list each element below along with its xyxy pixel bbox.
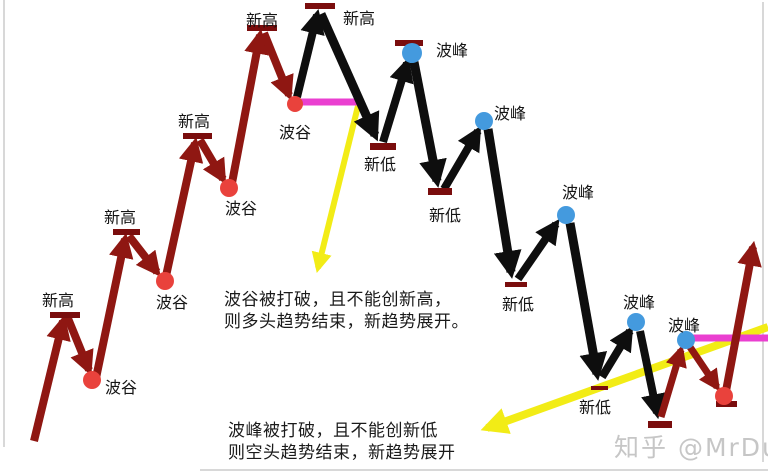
down-swing-arrow	[687, 345, 721, 392]
pivot-bar	[505, 282, 527, 287]
wave-label: 新低	[364, 155, 396, 174]
up-swing-arrow	[722, 240, 762, 392]
peak-dot	[677, 331, 695, 349]
pivot-bar	[370, 143, 396, 150]
up-swing-arrow	[440, 125, 482, 192]
wave-label: 新低	[579, 398, 611, 417]
annotation-peak-break: 波峰被打破，且不能创新低 则空头趋势结束，新趋势展开	[228, 420, 456, 464]
up-swing-arrow	[228, 28, 269, 184]
pivot-bar	[648, 421, 672, 428]
pivot-bar	[395, 40, 423, 46]
wave-label: 新低	[429, 206, 461, 225]
wave-label: 波峰	[436, 41, 468, 60]
down-swing-arrow	[63, 314, 94, 376]
pointer-arrow	[311, 105, 361, 273]
trough-dot	[156, 272, 174, 290]
up-swing-arrow	[657, 344, 687, 419]
wave-label: 波谷	[225, 199, 257, 218]
wave-label: 波峰	[494, 104, 526, 123]
wave-label: 新高	[246, 11, 278, 30]
wave-label: 波谷	[105, 378, 137, 397]
peak-dot	[402, 43, 422, 63]
pivot-bar	[247, 25, 277, 31]
down-swing-arrow	[196, 137, 227, 185]
pivot-bar	[50, 312, 80, 318]
pivot-bar	[428, 188, 452, 195]
up-swing-arrow	[30, 314, 71, 442]
up-swing-arrow	[162, 136, 204, 277]
down-swing-arrow	[483, 128, 522, 279]
wave-label: 波峰	[668, 316, 700, 335]
annotation-trough-break: 波谷被打破，且不能创新高， 则多头趋势结束，新趋势展开。	[224, 289, 469, 333]
down-swing-arrow	[316, 12, 380, 142]
wave-label: 波谷	[279, 123, 311, 142]
wave-label: 新高	[42, 291, 74, 310]
down-swing-arrow	[409, 61, 447, 188]
pivot-bar	[183, 133, 212, 139]
trough-dot	[220, 179, 238, 197]
down-swing-arrow	[636, 330, 666, 420]
up-swing-arrow	[293, 8, 325, 98]
pointer-arrow	[480, 323, 768, 434]
peak-dot	[627, 313, 645, 331]
up-swing-arrow	[514, 218, 560, 282]
trough-dot	[83, 371, 101, 389]
annotation-trough-break-line2: 则多头趋势结束，新趋势展开。	[224, 312, 469, 332]
up-swing-arrow	[92, 232, 134, 379]
pivot-bar	[113, 229, 140, 235]
wave-label: 波谷	[156, 293, 188, 312]
down-swing-arrow	[125, 233, 161, 277]
down-swing-arrow	[565, 222, 608, 381]
trough-dot	[715, 387, 733, 405]
annotation-peak-break-line1: 波峰被打破，且不能创新低	[228, 421, 438, 441]
annotation-trough-break-line1: 波谷被打破，且不能创新高，	[224, 290, 452, 310]
wave-label: 新高	[178, 112, 210, 131]
pivot-bar	[305, 3, 335, 9]
annotation-peak-break-line2: 则空头趋势结束，新趋势展开	[228, 443, 456, 463]
pivot-bar	[591, 386, 608, 390]
up-swing-arrow	[598, 325, 634, 380]
wave-label: 新高	[343, 9, 375, 28]
peak-dot	[557, 206, 575, 224]
down-swing-arrow	[260, 31, 294, 101]
up-swing-arrow	[379, 57, 414, 144]
wave-label: 新高	[104, 208, 136, 227]
wave-label: 波峰	[623, 293, 655, 312]
trough-dot	[287, 96, 303, 112]
wave-label: 波峰	[562, 183, 594, 202]
peak-dot	[475, 112, 493, 130]
wave-label: 新低	[502, 295, 534, 314]
watermark: 知乎 @MrDu	[614, 433, 768, 462]
